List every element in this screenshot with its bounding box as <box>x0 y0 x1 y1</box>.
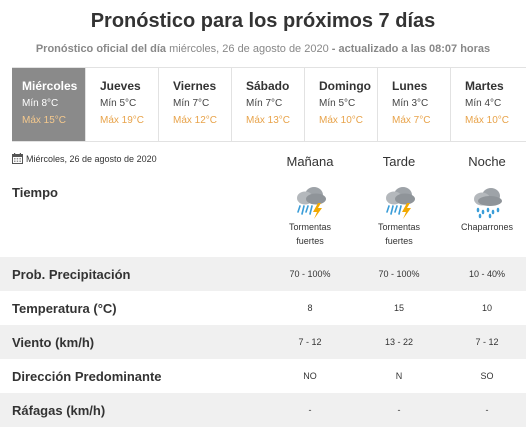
row-temperatura: Temperatura (°C) 8 15 10 <box>0 291 526 325</box>
day-max-temp: Máx 10°C <box>465 115 510 126</box>
forecast-subtitle: Pronóstico oficial del día miércoles, 26… <box>0 43 526 55</box>
selected-date: Miércoles, 26 de agosto de 2020 <box>12 153 157 164</box>
row-value-noche: 7 - 12 <box>475 337 499 347</box>
row-value-manana: 8 <box>307 303 313 313</box>
day-max-temp: Máx 7°C <box>392 115 431 126</box>
day-name: Sábado <box>246 79 290 93</box>
day-max-temp: Máx 10°C <box>319 115 364 126</box>
day-max-temp: Máx 12°C <box>173 115 218 126</box>
period-manana: Mañana <box>286 154 334 169</box>
condition-text-line1: Tormentas <box>377 222 421 232</box>
day-tab-sabado[interactable]: Sábado Mín 7°C Máx 13°C <box>231 68 304 141</box>
row-direccion: Dirección Predominante NO N SO <box>0 359 526 393</box>
row-label: Viento (km/h) <box>12 334 95 350</box>
day-min-temp: Mín 3°C <box>392 98 429 109</box>
day-min-temp: Mín 7°C <box>246 98 283 109</box>
day-name: Lunes <box>392 79 428 93</box>
condition-manana: Tormentas fuertes <box>270 185 350 247</box>
row-label: Temperatura (°C) <box>12 300 117 316</box>
row-value-manana: 70 - 100% <box>289 269 331 279</box>
condition-text-line1: Tormentas <box>288 222 332 232</box>
calendar-icon <box>12 153 23 164</box>
day-name: Miércoles <box>22 79 78 93</box>
subtitle-mid: - actualizado a las <box>331 43 426 55</box>
row-value-manana: NO <box>303 371 317 381</box>
row-value-tarde: 13 - 22 <box>384 337 414 347</box>
day-tab-martes[interactable]: Martes Mín 4°C Máx 10°C <box>450 68 523 141</box>
page-title: Pronóstico para los próximos 7 días <box>90 10 436 32</box>
row-value-tarde: 70 - 100% <box>378 269 420 279</box>
period-tarde: Tarde <box>382 154 416 169</box>
row-value-tarde: N <box>395 371 403 381</box>
day-max-temp: Máx 15°C <box>22 115 67 126</box>
row-value-tarde: 15 <box>393 303 404 313</box>
row-value-noche: 10 - 40% <box>468 269 506 279</box>
storm-cloud-icon <box>297 187 326 219</box>
condition-noche: Chaparrones <box>447 185 526 236</box>
period-noche: Noche <box>468 154 506 169</box>
row-value-noche: SO <box>480 371 494 381</box>
day-min-temp: Mín 8°C <box>22 98 59 109</box>
day-tab-lunes[interactable]: Lunes Mín 3°C Máx 7°C <box>377 68 450 141</box>
subtitle-suffix: horas <box>460 43 491 55</box>
subtitle-time: 08:07 <box>428 43 458 55</box>
condition-tarde: Tormentas fuertes <box>359 185 439 247</box>
day-min-temp: Mín 5°C <box>319 98 356 109</box>
row-value-noche: 10 <box>481 303 492 313</box>
day-tab-viernes[interactable]: Viernes Mín 7°C Máx 12°C <box>158 68 231 141</box>
row-value-manana: 7 - 12 <box>298 337 322 347</box>
day-tab-domingo[interactable]: Domingo Mín 5°C Máx 10°C <box>304 68 377 141</box>
condition-text-line2: fuertes <box>296 236 324 246</box>
day-max-temp: Máx 19°C <box>100 115 145 126</box>
day-tab-jueves[interactable]: Jueves Mín 5°C Máx 19°C <box>85 68 158 141</box>
day-min-temp: Mín 4°C <box>465 98 502 109</box>
selected-date-text: Miércoles, 26 de agosto de 2020 <box>26 153 157 164</box>
subtitle-prefix: Pronóstico oficial del día <box>35 43 167 55</box>
day-max-temp: Máx 13°C <box>246 115 291 126</box>
day-tab-miercoles[interactable]: Miércoles Mín 8°C Máx 15°C <box>12 68 85 141</box>
condition-text-line2: fuertes <box>385 236 413 246</box>
row-label: Prob. Precipitación <box>12 266 131 282</box>
rain-showers-icon <box>474 188 502 219</box>
day-name: Viernes <box>173 79 217 93</box>
condition-text-line1: Chaparrones <box>460 222 514 232</box>
day-name: Martes <box>465 79 504 93</box>
day-name: Jueves <box>100 79 141 93</box>
day-tabs: Miércoles Mín 8°C Máx 15°C Jueves Mín 5°… <box>12 67 526 142</box>
row-label: Ráfagas (km/h) <box>12 402 106 418</box>
row-label: Dirección Predominante <box>12 368 162 384</box>
day-min-temp: Mín 7°C <box>173 98 210 109</box>
row-value-noche: - <box>485 405 489 415</box>
row-viento: Viento (km/h) 7 - 12 13 - 22 7 - 12 <box>0 325 526 359</box>
tiempo-label: Tiempo <box>12 185 58 200</box>
day-name: Domingo <box>319 79 371 93</box>
row-value-tarde: - <box>397 405 401 415</box>
subtitle-date: miércoles, 26 de agosto de 2020 <box>169 43 329 55</box>
day-min-temp: Mín 5°C <box>100 98 137 109</box>
row-rafagas: Ráfagas (km/h) - - - <box>0 393 526 427</box>
row-prob-precipitacion: Prob. Precipitación 70 - 100% 70 - 100% … <box>0 257 526 291</box>
storm-cloud-icon <box>386 187 415 219</box>
row-value-manana: - <box>308 405 312 415</box>
